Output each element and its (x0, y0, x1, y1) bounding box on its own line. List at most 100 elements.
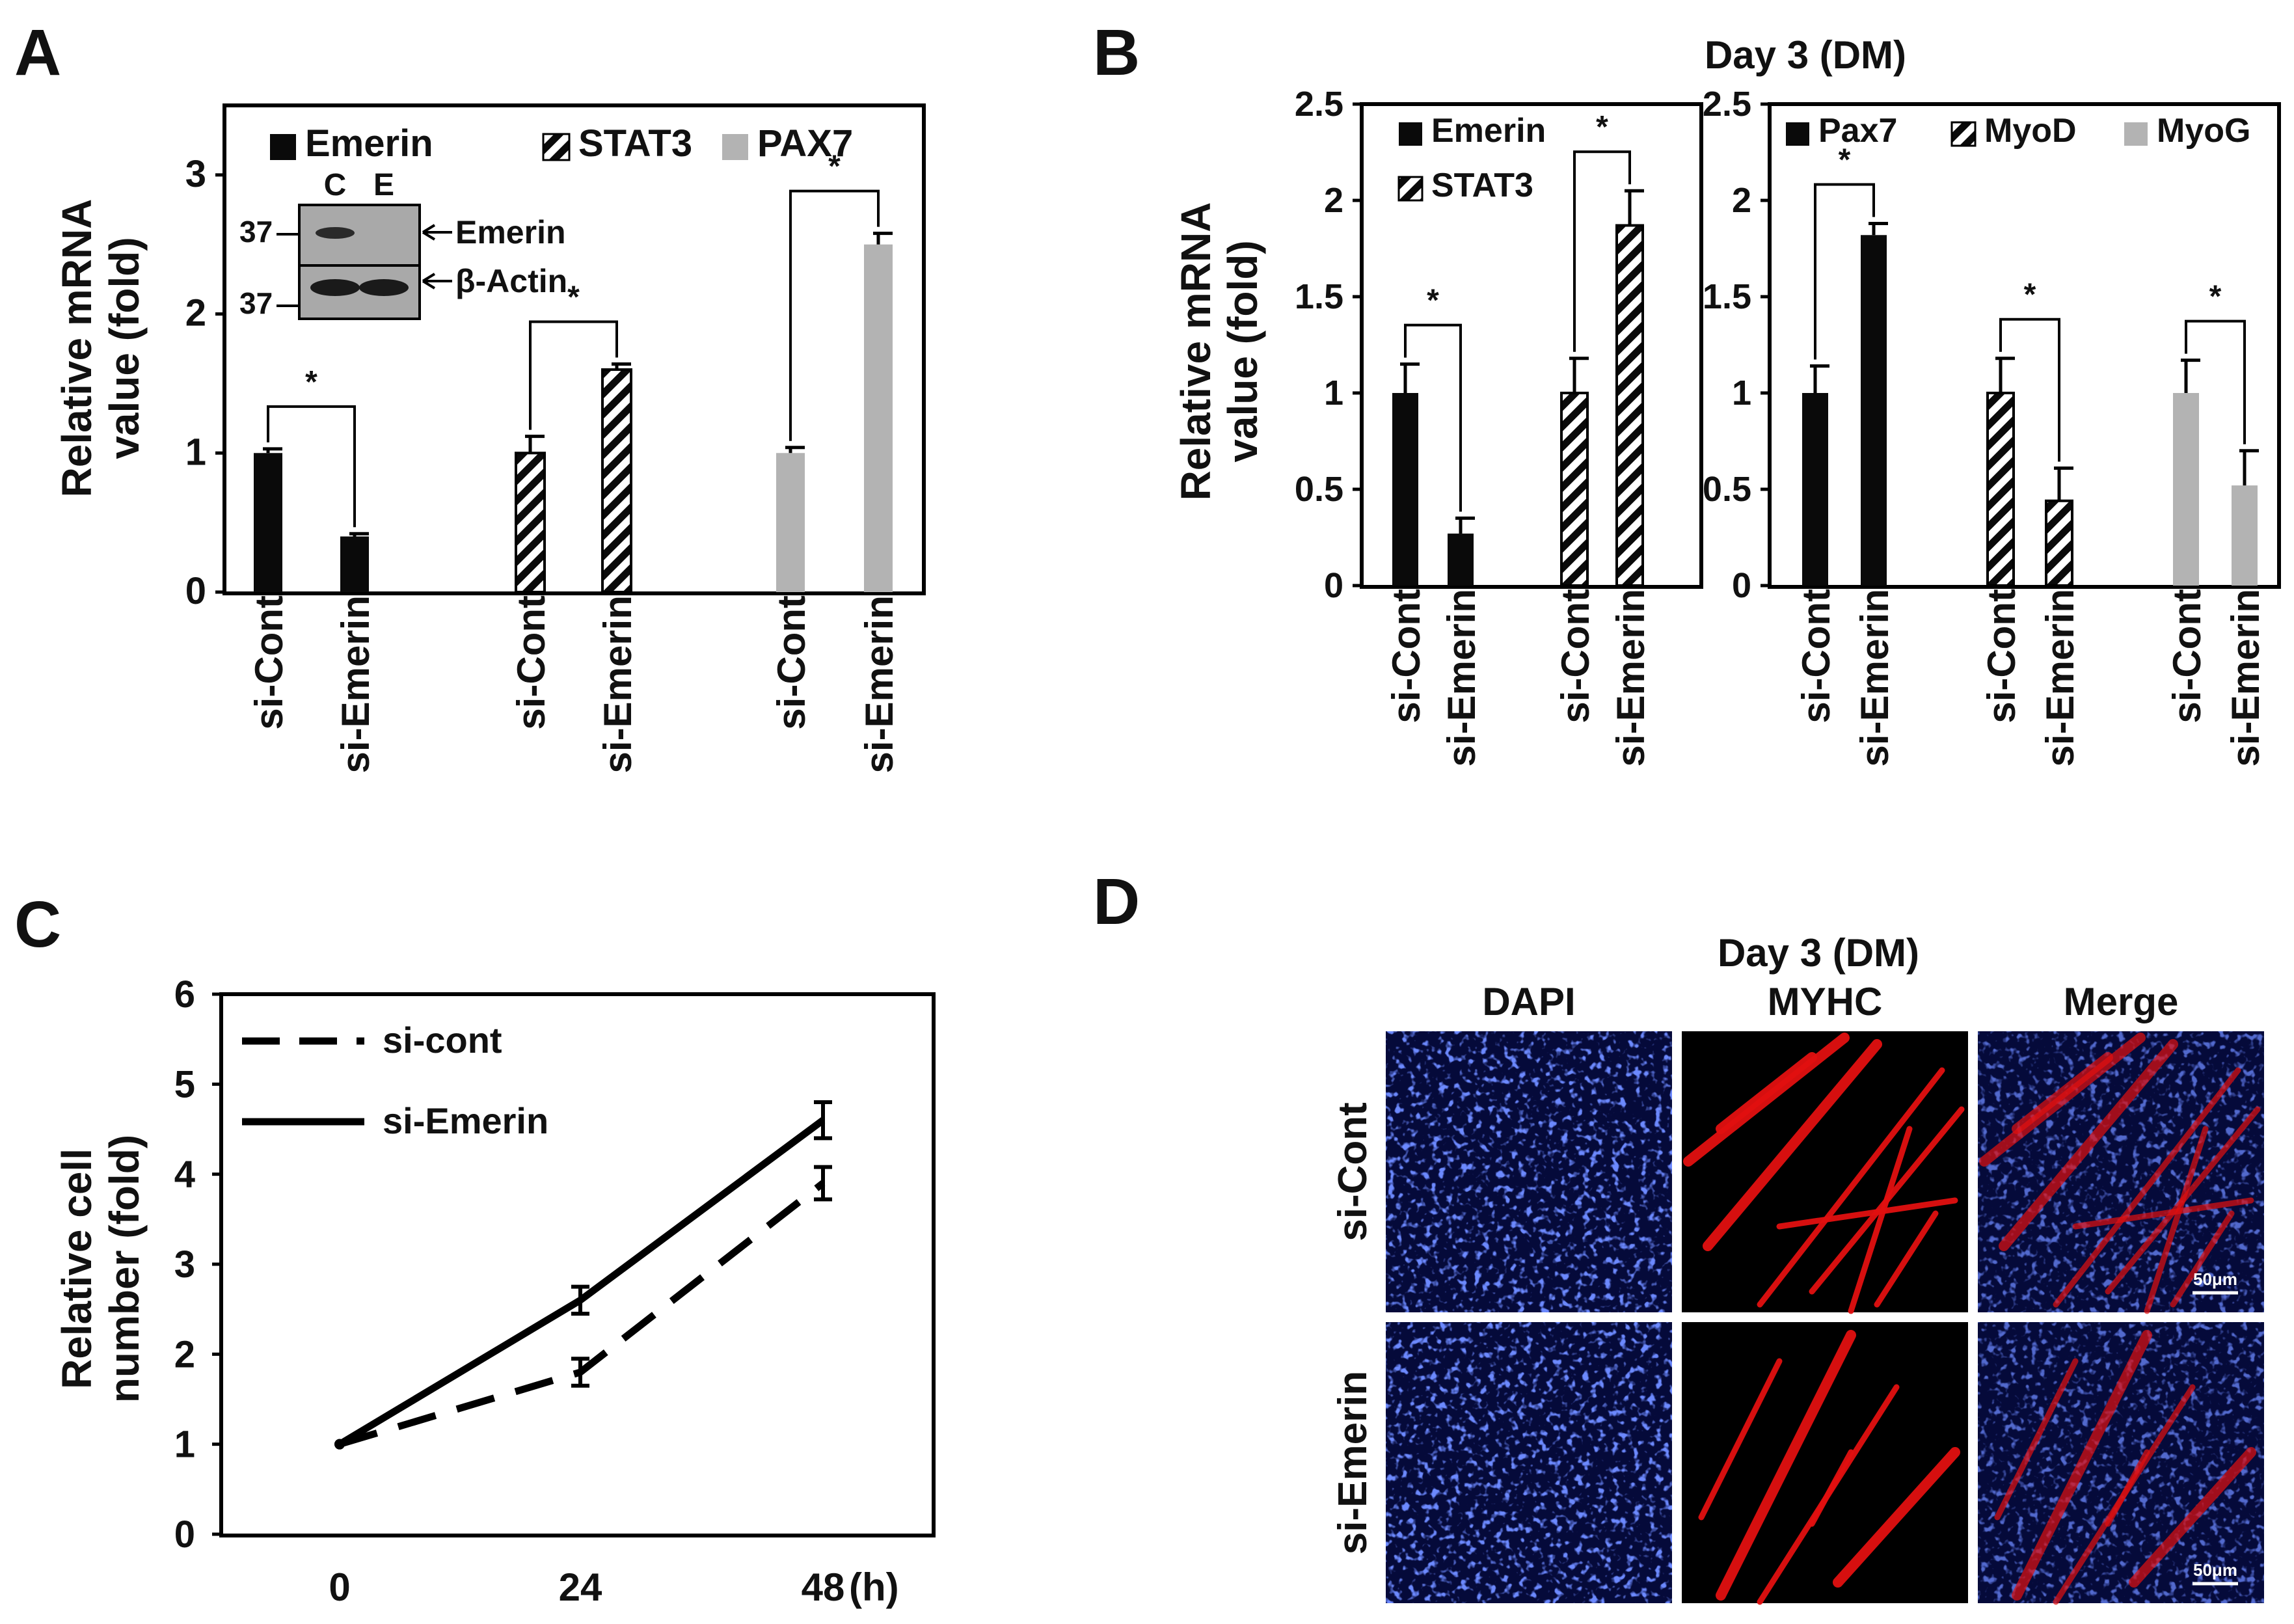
c-xtick-48: 48 (802, 1565, 845, 1609)
point-c-si-emerin-0 (334, 1439, 345, 1450)
significance-star-a-pax7: * (828, 150, 841, 184)
line-si-emerin (338, 1117, 826, 1448)
myotube-fiber (1703, 1039, 1882, 1251)
bar-b1-stat3-si-cont (1560, 392, 1589, 587)
panel-b-title: Day 3 (DM) (1705, 33, 1906, 77)
a-ytick-label: 1 (185, 431, 206, 473)
panel-b2-frame (1768, 102, 2281, 589)
b1-ytick-label: 0.5 (1295, 470, 1343, 509)
c-ytick-label: 6 (174, 973, 195, 1016)
panel-b1-chart: Relative mRNA value (fold) 0 0.5 1 1.5 2 2.5 *… (1172, 85, 1703, 766)
error-bar-b2-pax7-si-cont (1810, 364, 1829, 393)
b1-ytick-label: 2.5 (1295, 85, 1343, 124)
b2-ytick-label: 2 (1732, 181, 1751, 220)
significance-star-b2-pax7: * (1839, 143, 1851, 178)
b1-ytick-label: 1.5 (1295, 277, 1343, 316)
panel-c-ylabel-line1: Relative cell (53, 1148, 100, 1389)
blot-mw-top: 37 (239, 215, 273, 249)
bar-a-emerin-si-cont (254, 453, 282, 592)
significance-star-a-emerin: * (305, 365, 317, 399)
significance-star-b2-myog: * (2209, 280, 2222, 314)
bar-a-pax7-si-cont (776, 453, 805, 592)
significance-bracket-a-stat3 (529, 320, 618, 430)
b1-xtick-si-cont: si-Cont (1554, 589, 1597, 724)
b1-ytick-label: 0 (1324, 566, 1343, 605)
legend-label-myog: MyoG (2157, 112, 2250, 150)
b2-ytick-label: 0 (1732, 566, 1751, 605)
panel-letter-c: C (14, 888, 61, 961)
a-ytick-label: 3 (185, 153, 206, 195)
myotube-fiber (2170, 1210, 2235, 1308)
bar-a-pax7-si-emerin (864, 244, 893, 592)
panel-d-title: Day 3 (DM) (1718, 931, 1919, 975)
blot-label-actin: β-Actin (455, 263, 567, 299)
error-bar-a-emerin-si-cont (263, 447, 282, 453)
panel-b-ylabel-line1: Relative mRNA (1172, 202, 1219, 501)
d-col-label-merge: Merge (2064, 980, 2179, 1023)
significance-star-b2-myod: * (2024, 278, 2036, 312)
micrograph-si-emerin-merge: 50μm (1978, 1322, 2264, 1605)
myotube-fiber (2053, 1067, 2241, 1308)
panel-a-ylabel-line2: value (fold) (101, 237, 148, 459)
b2-xtick-si-cont: si-Cont (1980, 589, 2023, 724)
micrograph-si-cont-dapi (1386, 1031, 1672, 1312)
bar-a-emerin-si-emerin (340, 536, 369, 592)
myotube-fiber (1716, 1052, 1817, 1134)
significance-star-b1-emerin: * (1427, 284, 1439, 318)
blot-arrow-emerin (422, 224, 452, 241)
legend-swatch-pax7 (722, 134, 748, 160)
b2-xtick-si-cont: si-Cont (2165, 589, 2209, 724)
b2-ytick-label: 1.5 (1703, 277, 1751, 316)
error-bar-c-si-emerin-24 (571, 1284, 589, 1316)
panel-b1-frame (1360, 102, 1703, 589)
panel-b-ylabel-line2: value (fold) (1219, 240, 1266, 462)
panel-letter-d: D (1093, 865, 1140, 938)
b2-ytick-label: 1 (1732, 373, 1751, 413)
blot-band-actin-e (359, 279, 409, 296)
legend-swatch-pax7 (1786, 122, 1809, 146)
error-bar-b1-emerin-si-emerin (1455, 516, 1475, 534)
panel-c-chart: Relative cell number (fold) 0 1 2 3 4 5 6 si-co… (53, 973, 936, 1609)
legend-label-emerin: Emerin (305, 122, 433, 165)
legend-label-pax7: PAX7 (757, 122, 853, 165)
myotube-fiber (2012, 1330, 2152, 1601)
micrograph-si-emerin-myhc (1682, 1322, 1968, 1605)
panel-c-x-unit: (h) (849, 1565, 899, 1609)
a-xtick-si-emerin: si-Emerin (857, 595, 901, 773)
a-xtick-si-cont: si-Cont (770, 595, 813, 730)
legend-swatch-stat3 (542, 133, 571, 161)
error-bar-a-pax7-si-emerin (873, 232, 893, 245)
bar-b2-pax7-si-emerin (1861, 235, 1887, 586)
c-xtick-24: 24 (559, 1565, 602, 1609)
legend-swatch-stat3 (1397, 176, 1424, 202)
blot-arrow-actin (422, 273, 452, 290)
bar-a-stat3-si-cont (515, 452, 546, 593)
c-ytick-label: 1 (174, 1424, 195, 1466)
significance-star-a-stat3: * (567, 280, 580, 315)
bar-b2-myog-si-cont (2173, 393, 2199, 586)
myotube-fiber (1848, 1126, 1913, 1314)
d-col-label-dapi: DAPI (1482, 980, 1575, 1023)
significance-bracket-b1-emerin (1404, 323, 1462, 512)
micrograph-si-cont-myhc (1682, 1031, 1968, 1314)
b1-xtick-si-cont: si-Cont (1384, 589, 1428, 724)
blot-label-emerin: Emerin (455, 214, 566, 250)
scale-bar-label: 50μm (2193, 1269, 2237, 1289)
a-xtick-si-emerin: si-Emerin (334, 595, 377, 773)
c-ytick-label: 0 (174, 1513, 195, 1556)
error-bar-b2-myog-si-emerin (2239, 449, 2259, 486)
myotube-fiber (1874, 1210, 1939, 1308)
b1-xtick-si-emerin: si-Emerin (1609, 589, 1653, 766)
myotube-fiber (1776, 1197, 1958, 1230)
myotube-fiber (1716, 1330, 1856, 1601)
myotube-fiber (1833, 1447, 1960, 1588)
b2-ytick-label: 0.5 (1703, 470, 1751, 509)
error-bar-b2-myod-si-cont (1995, 357, 2015, 393)
a-xtick-si-cont: si-Cont (509, 595, 553, 730)
a-xtick-si-emerin: si-Emerin (596, 595, 640, 773)
legend-label-myod: MyoD (1984, 112, 2077, 150)
d-row-label-si-emerin: si-Emerin (1330, 1371, 1375, 1555)
error-bar-b1-emerin-si-cont (1400, 362, 1420, 393)
